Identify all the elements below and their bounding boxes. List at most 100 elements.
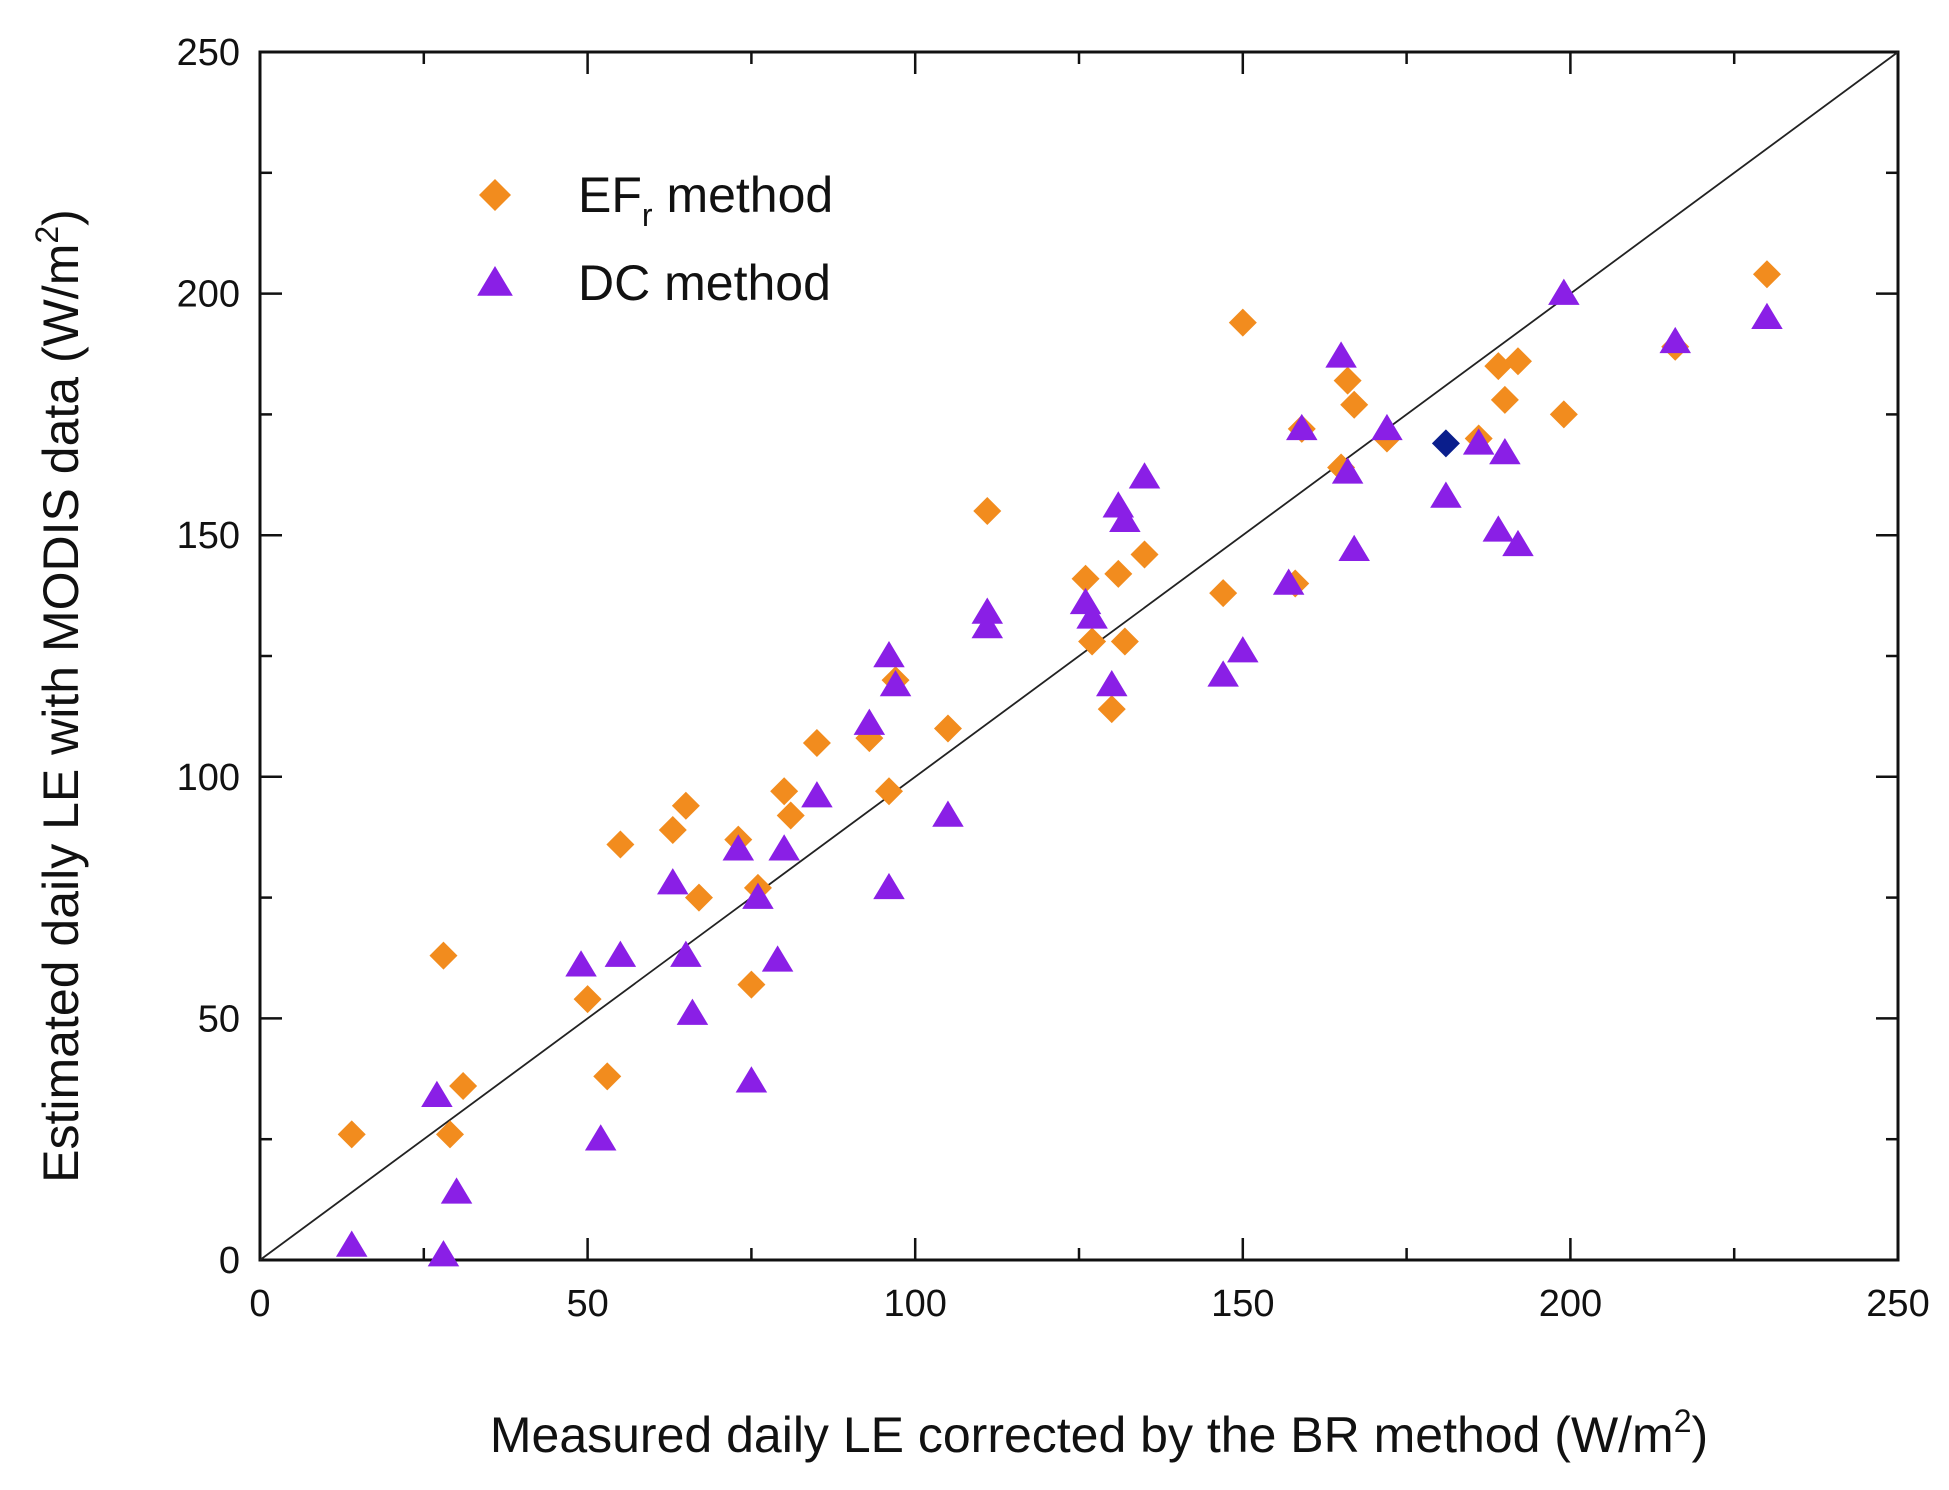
triangle-point [657,868,689,895]
triangle-point [1502,529,1534,557]
axes-layer: 0 50 100 150 200 250 0 50 100 150 200 250 [177,32,1930,1325]
diamond-point [606,830,635,859]
triangle-point [1076,602,1108,629]
diamond-point [436,1120,465,1149]
triangle-point [1331,457,1364,484]
diamond-point [1484,352,1513,381]
y-axis-title: Estimated daily LE with MODIS data (W/m2… [29,209,89,1183]
triangle-point [1325,341,1357,368]
triangle-point [1462,428,1495,455]
x-tick-label: 50 [566,1283,608,1325]
triangle-point [676,998,709,1025]
y-axis-title-tail: ) [33,209,89,226]
diamond-point [874,777,903,806]
legend-diamond-icon [479,179,511,211]
triangle-point [971,597,1004,624]
x-axis-title-main: Measured daily LE corrected by the BR me… [490,1407,1674,1463]
data-points-layer [335,260,1783,1267]
diamond-point [429,941,458,970]
diamond-point [573,985,602,1014]
triangle-point [421,1080,453,1107]
y-tick-label: 150 [177,515,240,557]
diamond-point [1110,627,1139,656]
triangle-point [971,612,1004,639]
y-tick-label: 250 [177,32,240,74]
diamond-point [802,728,831,757]
diamond-point [593,1062,622,1091]
diamond-point [671,791,700,820]
diamond-point [776,801,805,830]
triangle-point [873,872,905,900]
diamond-point [684,883,713,912]
x-tick-label: 250 [1866,1283,1929,1325]
legend-label: EFr method [578,167,833,233]
x-axis-title-tail: ) [1691,1407,1708,1463]
diamond-point [1228,308,1257,337]
triangle-point [1109,505,1141,532]
triangle-point [1489,438,1521,465]
triangle-point [335,1230,368,1257]
triangle-point [1482,515,1515,542]
triangle-point [565,950,597,977]
triangle-point [1227,636,1259,663]
triangle-point [853,708,886,735]
y-tick-label: 200 [177,274,240,316]
diamond-point [658,815,687,844]
x-tick-label: 100 [883,1283,946,1325]
series-2 [335,278,1783,1267]
triangle-point [440,1177,473,1204]
triangle-point [604,940,637,967]
diamond-point [1333,366,1362,395]
diamond-point [973,497,1002,526]
y-tick-label: 0 [219,1240,240,1282]
triangle-point [584,1124,617,1151]
diamond-point [1431,429,1460,458]
triangle-point [879,669,912,697]
legend: EFr method DC method [477,167,833,311]
y-tick-label: 100 [177,757,240,799]
triangle-point [1548,278,1580,305]
diamond-point [1104,559,1133,588]
triangle-point [1272,568,1305,595]
one-to-one-line [259,51,1899,1261]
x-axis-title-sup: 2 [1674,1403,1692,1439]
triangle-point [1338,534,1370,561]
diamond-point [1209,579,1238,608]
series-3 [1431,429,1460,458]
axis-titles: Measured daily LE corrected by the BR me… [29,209,1708,1463]
diamond-point [1078,627,1107,656]
triangle-point [670,940,702,967]
diamond-point [1503,347,1532,376]
series-1 [337,260,1781,1149]
triangle-point [932,800,964,827]
y-tick-label: 50 [198,998,240,1040]
triangle-point [1430,481,1462,508]
legend-label-tail: method [653,167,834,223]
triangle-point [761,945,794,972]
diamond-point [770,777,799,806]
legend-label-main: EF [578,167,642,223]
x-axis-title: Measured daily LE corrected by the BR me… [490,1403,1708,1463]
diamond-point [1097,695,1126,724]
triangle-point [742,882,774,909]
diamond-point [1752,260,1781,289]
triangle-point [1371,413,1403,441]
x-tick-label: 150 [1211,1283,1274,1325]
diamond-point [1340,390,1369,419]
legend-label-sub: r [642,197,653,233]
triangle-point [1659,326,1691,354]
triangle-point [801,781,833,808]
triangle-point [1286,413,1318,441]
legend-label-main: DC method [578,255,831,311]
y-axis-title-main: Estimated daily LE with MODIS data (W/m [33,244,89,1183]
y-axis-title-sup: 2 [29,226,65,244]
triangle-point [735,1066,768,1093]
diamond-point [449,1072,478,1101]
reference-line-layer [259,51,1899,1261]
triangle-point [1751,302,1783,330]
triangle-point [1207,660,1239,687]
x-tick-label: 0 [249,1283,270,1325]
triangle-point [1128,462,1161,489]
triangle-point [873,641,905,668]
